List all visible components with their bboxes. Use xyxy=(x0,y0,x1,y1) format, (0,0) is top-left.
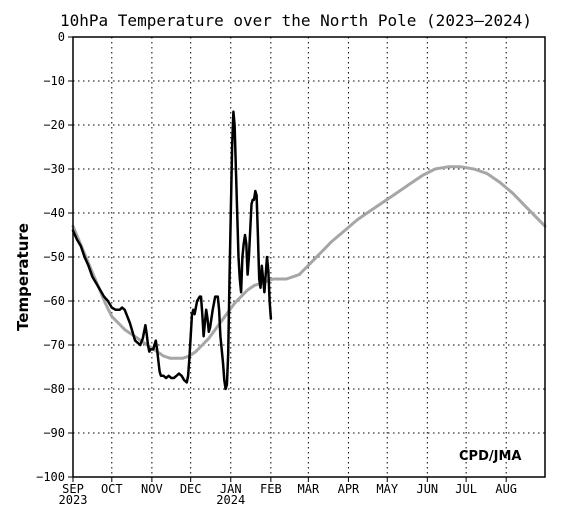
credit-label: CPD/JMA xyxy=(459,449,521,464)
x-tick-label: APR xyxy=(338,482,360,496)
x-tick-label: DEC xyxy=(180,482,202,496)
x-tick-year-label: 2023 xyxy=(59,493,88,507)
y-tick-label: −40 xyxy=(43,206,65,220)
series-layer xyxy=(71,110,547,391)
x-tick-label: JUN xyxy=(416,482,438,496)
y-tick-label: −60 xyxy=(43,294,65,308)
y-tick-label: −50 xyxy=(43,250,65,264)
y-tick-label: 0 xyxy=(58,30,65,44)
x-tick-label: AUG xyxy=(495,482,517,496)
x-tick-label: OCT xyxy=(101,482,123,496)
x-tick-year-label: 2024 xyxy=(216,493,245,507)
y-tick-label: −90 xyxy=(43,426,65,440)
y-axis-label: Temperature xyxy=(14,223,32,331)
y-tick-label: −70 xyxy=(43,338,65,352)
x-tick-label: SEP xyxy=(62,482,84,496)
y-tick-label: −100 xyxy=(36,470,65,484)
x-tick-label: FEB xyxy=(260,482,282,496)
y-tick-label: −10 xyxy=(43,74,65,88)
x-tick-label: JAN xyxy=(220,482,242,496)
x-tick-label: JUL xyxy=(455,482,477,496)
x-tick-label: MAR xyxy=(298,482,320,496)
grid-lines xyxy=(73,37,545,477)
series-line-observed xyxy=(71,110,273,391)
y-tick-label: −30 xyxy=(43,162,65,176)
chart-title: 10hPa Temperature over the North Pole (2… xyxy=(60,11,532,30)
x-tick-label: NOV xyxy=(141,482,163,496)
y-tick-label: −80 xyxy=(43,382,65,396)
x-tick-label: MAY xyxy=(376,482,398,496)
y-tick-label: −20 xyxy=(43,118,65,132)
